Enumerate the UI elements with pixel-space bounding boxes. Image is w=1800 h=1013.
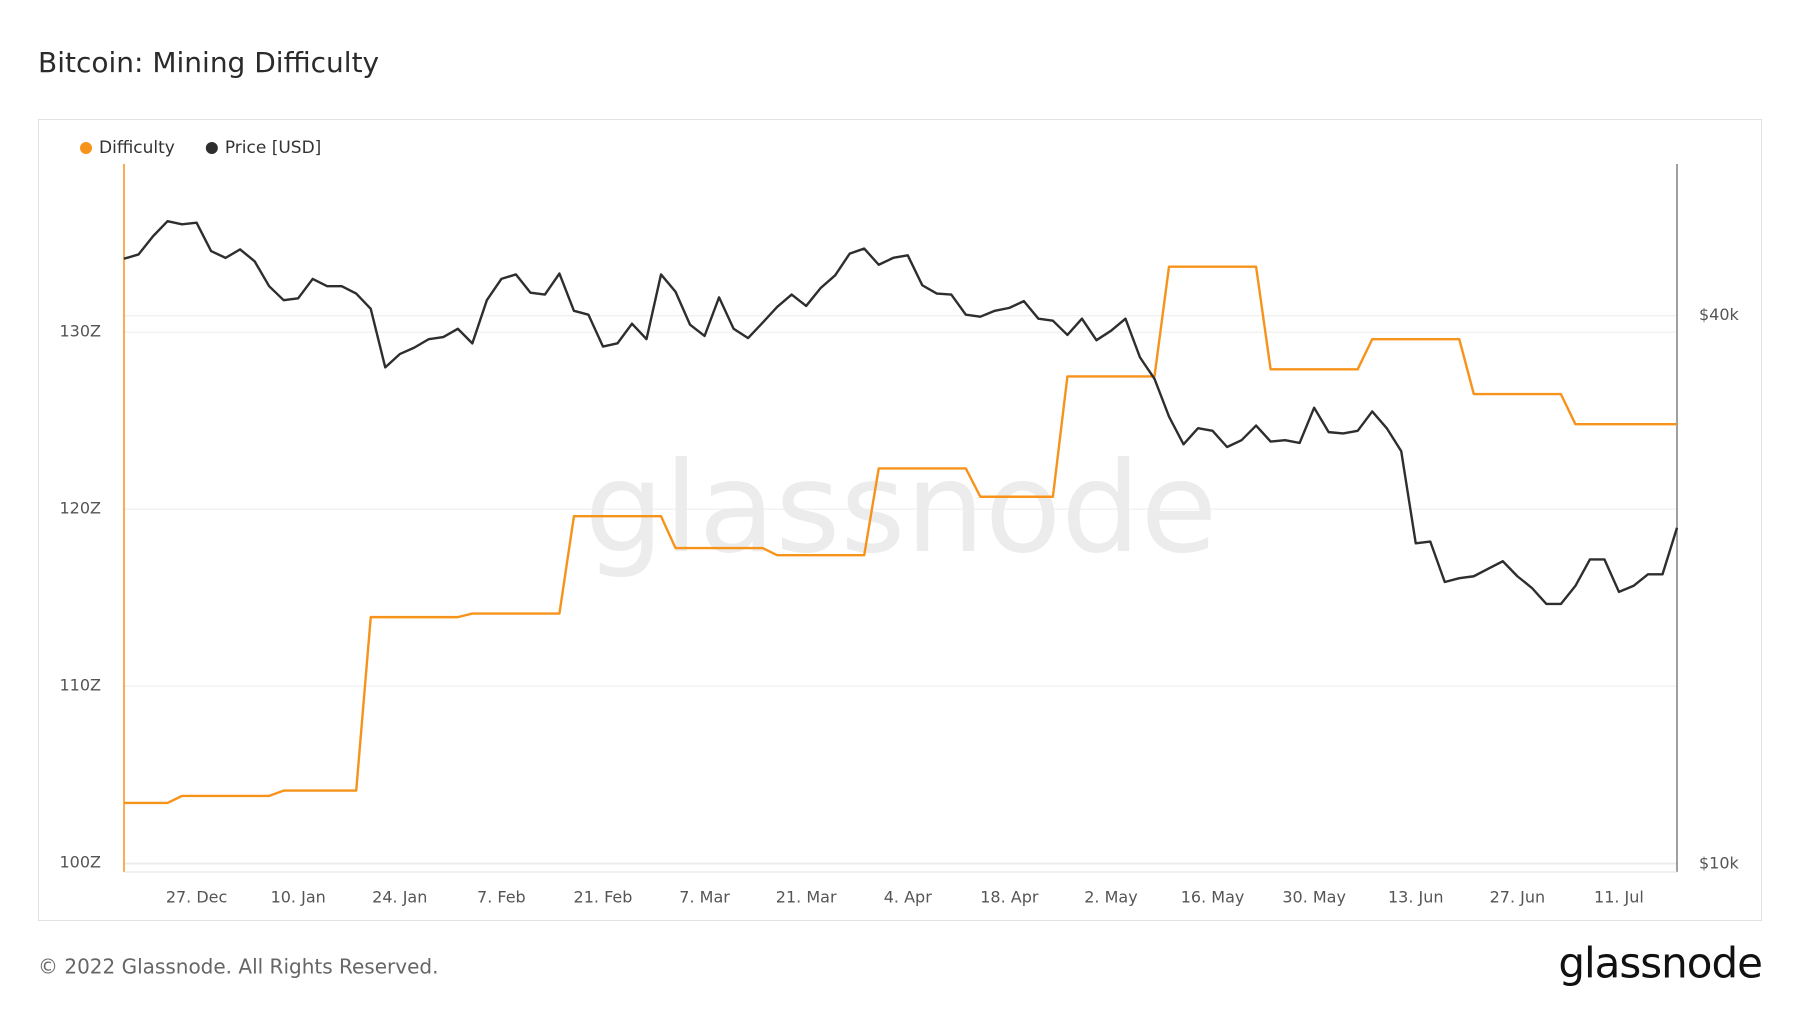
x-tick-label: 7. Mar	[679, 888, 730, 907]
x-tick-label: 27. Jun	[1490, 888, 1546, 907]
legend-item[interactable]: Price [USD]	[205, 138, 321, 158]
legend-label: Difficulty	[99, 138, 175, 158]
x-tick-label: 10. Jan	[271, 888, 326, 907]
chart-frame	[38, 119, 1762, 921]
y2-tick-label: $40k	[1699, 305, 1740, 324]
x-tick-label: 21. Mar	[776, 888, 837, 907]
logo: glassnode	[1558, 939, 1762, 988]
x-tick-label: 30. May	[1282, 888, 1346, 907]
y-tick-label: 120Z	[60, 499, 102, 518]
legend-label: Price [USD]	[225, 138, 321, 158]
chart-title: Bitcoin: Mining Difficulty	[38, 46, 379, 79]
copyright: © 2022 Glassnode. All Rights Reserved.	[38, 955, 438, 979]
x-tick-label: 2. May	[1084, 888, 1137, 907]
y-tick-label: 110Z	[60, 676, 102, 695]
y-tick-label: 100Z	[60, 853, 102, 872]
x-tick-label: 27. Dec	[166, 888, 228, 907]
x-tick-label: 7. Feb	[477, 888, 526, 907]
y2-tick-label: $10k	[1699, 854, 1740, 873]
series-line	[123, 219, 1679, 606]
plot-area: 100Z 110Z 120Z 130Z $10k $40k 27. Dec 10. Jan 24…	[60, 138, 1740, 907]
x-tick-label: 18. Apr	[980, 888, 1039, 907]
x-tick-label: 11. Jul	[1594, 888, 1644, 907]
x-tick-label: 21. Feb	[574, 888, 633, 907]
y-tick-label: 130Z	[60, 322, 102, 341]
x-tick-label: 4. Apr	[884, 888, 932, 907]
x-tick-label: 16. May	[1181, 888, 1245, 907]
x-tick-label: 13. Jun	[1388, 888, 1444, 907]
legend-item[interactable]: Difficulty	[80, 138, 175, 158]
legend-swatch	[80, 142, 92, 154]
x-tick-label: 24. Jan	[372, 888, 427, 907]
legend-swatch	[205, 142, 218, 154]
series-line	[124, 265, 1677, 805]
